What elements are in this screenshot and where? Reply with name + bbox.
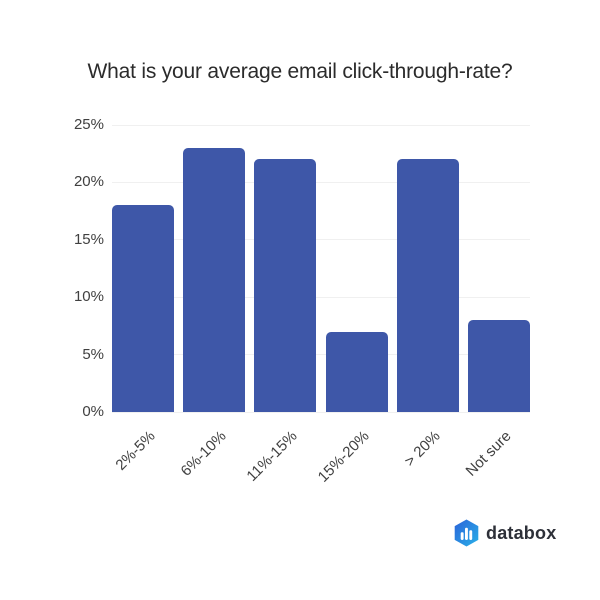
y-axis-label: 25% xyxy=(73,116,104,133)
databox-logo: databox xyxy=(454,519,556,547)
chart-title: What is your average email click-through… xyxy=(87,60,513,83)
y-axis-label: 15% xyxy=(73,230,104,248)
y-axis-label: 10% xyxy=(73,288,104,306)
x-axis-label: 11%-15% xyxy=(243,427,302,485)
gridline-5% xyxy=(112,354,530,356)
gridline-10% xyxy=(112,296,530,298)
y-axis-label: 0% xyxy=(82,403,104,420)
x-axis-label: > 20% xyxy=(401,427,444,471)
y-axis-label: 20% xyxy=(73,173,104,191)
databox-logo-text: databox xyxy=(486,522,557,543)
databox-hexagon-bar-chart-icon xyxy=(454,519,479,547)
x-axis-label: 15%-20% xyxy=(314,427,373,486)
gridline-15% xyxy=(112,239,530,241)
bar-6%-10%[interactable] xyxy=(183,147,246,412)
x-axis-label: 6%-10% xyxy=(177,427,230,480)
bar-Not sure[interactable] xyxy=(468,320,530,412)
y-axis-label: 5% xyxy=(82,345,104,363)
gridline-25% xyxy=(112,124,530,126)
bar-11%-15%[interactable] xyxy=(254,159,317,412)
bar-2%-5%[interactable] xyxy=(112,205,174,412)
gridline-0% xyxy=(112,411,530,413)
bar-> 20%[interactable] xyxy=(396,159,459,412)
bar-15%-20%[interactable] xyxy=(325,331,388,412)
x-axis-label: 2%-5% xyxy=(112,427,159,474)
gridline-20% xyxy=(112,181,530,183)
